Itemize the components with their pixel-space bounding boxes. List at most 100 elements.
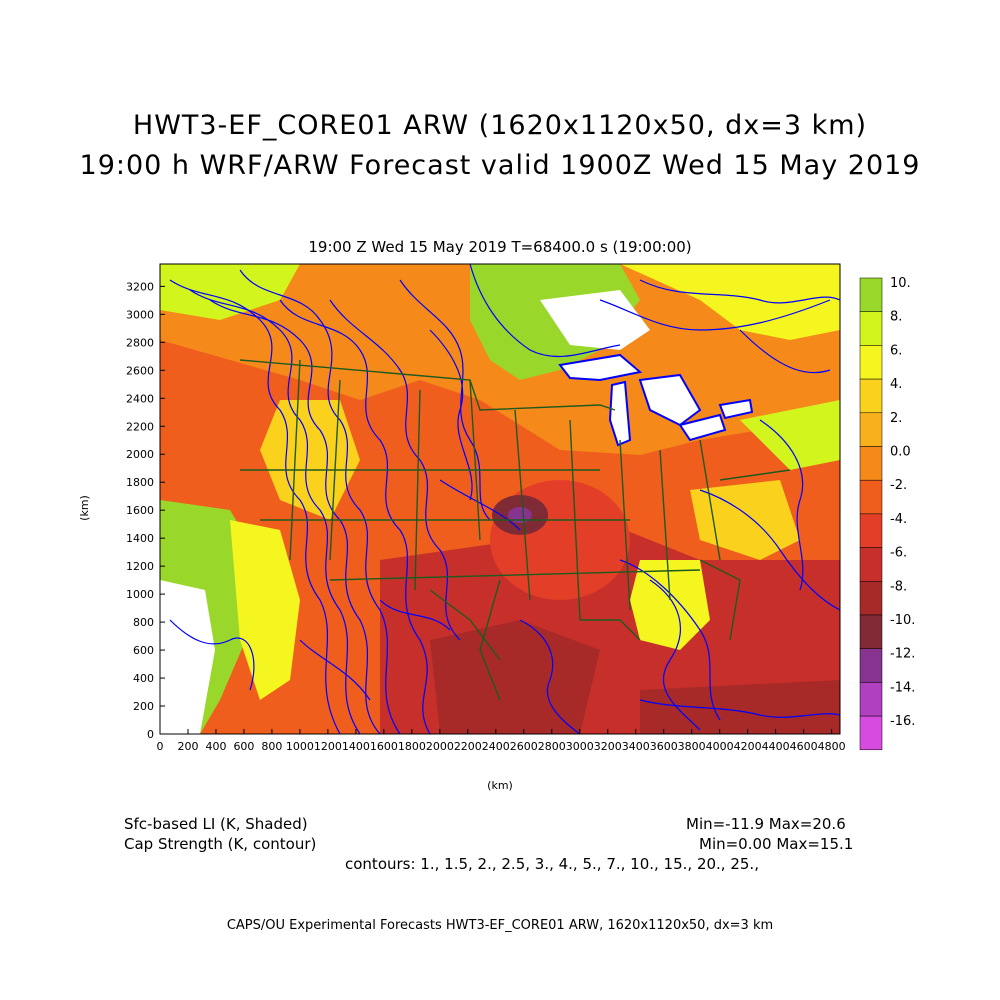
y-tick-label: 2600 xyxy=(126,364,154,377)
y-axis-ticks: 0 200 400 600 800 1000 1200 1400 1600 1800 2000 220… xyxy=(126,280,165,741)
y-tick-label: 1400 xyxy=(126,532,154,545)
colorbar-swatch xyxy=(859,581,883,616)
colorbar-label: 0.0 xyxy=(890,445,911,460)
y-tick-label: 1000 xyxy=(126,588,154,601)
x-tick-label: 2000 xyxy=(426,740,454,753)
footer-credit: CAPS/OU Experimental Forecasts HWT3-EF_C… xyxy=(226,918,774,933)
li-shading-southeast xyxy=(630,560,710,650)
colorbar-swatch xyxy=(859,513,883,548)
y-tick-label: 1200 xyxy=(126,560,154,573)
y-tick-label: 400 xyxy=(133,672,154,685)
y-tick-label: 1600 xyxy=(126,504,154,517)
x-tick-label: 4000 xyxy=(706,740,734,753)
x-tick-label: 3000 xyxy=(566,740,594,753)
li-shading-northeast xyxy=(740,400,840,470)
colorbar-swatch xyxy=(859,378,883,414)
colorbar-label: -2. xyxy=(890,478,907,493)
colorbar-swatch xyxy=(859,715,883,751)
colorbar-swatch xyxy=(859,446,883,481)
colorbar-label: -8. xyxy=(890,579,907,594)
colorbar: 10. 8. 6. 4. 2. 0.0 -2. -4. -6. -8. -10. -12. -14. -1… xyxy=(859,276,915,751)
x-tick-label: 400 xyxy=(205,740,226,753)
colorbar-swatch xyxy=(859,479,883,515)
y-tick-label: 200 xyxy=(133,700,154,713)
colorbar-label: 8. xyxy=(890,310,902,325)
x-tick-label: 4800 xyxy=(818,740,846,753)
x-tick-label: 200 xyxy=(177,740,198,753)
colorbar-swatch xyxy=(859,682,883,717)
contour-min-max: Min=0.00 Max=15.1 xyxy=(699,835,854,853)
x-tick-label: 800 xyxy=(261,740,282,753)
colorbar-swatch xyxy=(859,648,883,683)
y-axis-label: (km) xyxy=(78,495,91,521)
x-tick-label: 0 xyxy=(157,740,164,753)
y-tick-label: 600 xyxy=(133,644,154,657)
y-tick-label: 2000 xyxy=(126,448,154,461)
li-shading-west-yellow xyxy=(230,520,300,700)
state-borders xyxy=(239,359,791,701)
li-shading-gulf xyxy=(430,620,600,734)
x-tick-label: 3800 xyxy=(678,740,706,753)
x-tick-label: 1400 xyxy=(342,740,370,753)
x-tick-label: 4400 xyxy=(762,740,790,753)
colorbar-swatch xyxy=(859,277,883,312)
li-minimum-center xyxy=(508,507,532,523)
y-tick-label: 3200 xyxy=(126,280,154,293)
colorbar-label: -6. xyxy=(890,546,907,561)
y-tick-label: 2400 xyxy=(126,392,154,405)
map-frame xyxy=(159,263,841,735)
colorbar-label: 4. xyxy=(890,377,902,392)
shaded-field-label: Sfc-based LI (K, Shaded) xyxy=(124,815,308,833)
x-tick-label: 3200 xyxy=(594,740,622,753)
cap-strength-contours xyxy=(169,264,840,734)
title-line-1: HWT3-EF_CORE01 ARW (1620x1120x50, dx=3 k… xyxy=(132,110,868,141)
x-tick-label: 2400 xyxy=(482,740,510,753)
x-tick-label: 2800 xyxy=(538,740,566,753)
x-axis-ticks: 0 200 400 600 800 1000 1200 1400 1600 1800 2000 220… xyxy=(157,729,846,753)
x-tick-label: 1800 xyxy=(398,740,426,753)
li-shading-canada-yellow xyxy=(620,264,840,340)
colorbar-label: 10. xyxy=(890,276,911,291)
colorbar-swatch xyxy=(859,345,883,380)
x-tick-label: 1600 xyxy=(370,740,398,753)
colorbar-label: -12. xyxy=(890,647,915,662)
map-area xyxy=(160,264,840,734)
great-lakes xyxy=(558,353,754,447)
y-tick-label: 800 xyxy=(133,616,154,629)
x-axis-label: (km) xyxy=(487,779,513,792)
li-shading-rockies xyxy=(260,400,360,520)
y-tick-label: 3000 xyxy=(126,308,154,321)
colorbar-swatch xyxy=(859,547,883,582)
x-tick-label: 2200 xyxy=(454,740,482,753)
title-line-2: 19:00 h WRF/ARW Forecast valid 1900Z Wed… xyxy=(79,150,921,181)
colorbar-label: 6. xyxy=(890,343,902,358)
colorbar-swatch xyxy=(859,614,883,649)
x-tick-label: 3400 xyxy=(622,740,650,753)
x-tick-label: 4600 xyxy=(790,740,818,753)
shaded-min-max: Min=-11.9 Max=20.6 xyxy=(686,815,846,833)
contour-field-label: Cap Strength (K, contour) xyxy=(124,835,317,853)
colorbar-label: 2. xyxy=(890,411,902,426)
y-tick-label: 0 xyxy=(147,728,154,741)
li-white-patch-canada xyxy=(540,290,650,350)
colorbar-swatch xyxy=(859,412,883,447)
colorbar-swatch xyxy=(859,311,883,346)
y-tick-label: 1800 xyxy=(126,476,154,489)
x-tick-label: 600 xyxy=(233,740,254,753)
x-tick-label: 2600 xyxy=(510,740,538,753)
x-tick-label: 3600 xyxy=(650,740,678,753)
colorbar-label: -14. xyxy=(890,680,915,695)
y-tick-label: 2800 xyxy=(126,336,154,349)
x-tick-label: 1200 xyxy=(314,740,342,753)
li-white-patch-pacific xyxy=(160,580,215,734)
y-tick-label: 2200 xyxy=(126,420,154,433)
colorbar-label: -4. xyxy=(890,512,907,527)
colorbar-label: -10. xyxy=(890,613,915,628)
x-tick-label: 4200 xyxy=(734,740,762,753)
contour-levels: contours: 1., 1.5, 2., 2.5, 3., 4., 5., … xyxy=(345,855,759,873)
li-shading-northwest xyxy=(160,264,300,320)
x-tick-label: 1000 xyxy=(286,740,314,753)
plot-subtitle: 19:00 Z Wed 15 May 2019 T=68400.0 s (19:… xyxy=(308,238,692,256)
colorbar-label: -16. xyxy=(890,714,915,729)
